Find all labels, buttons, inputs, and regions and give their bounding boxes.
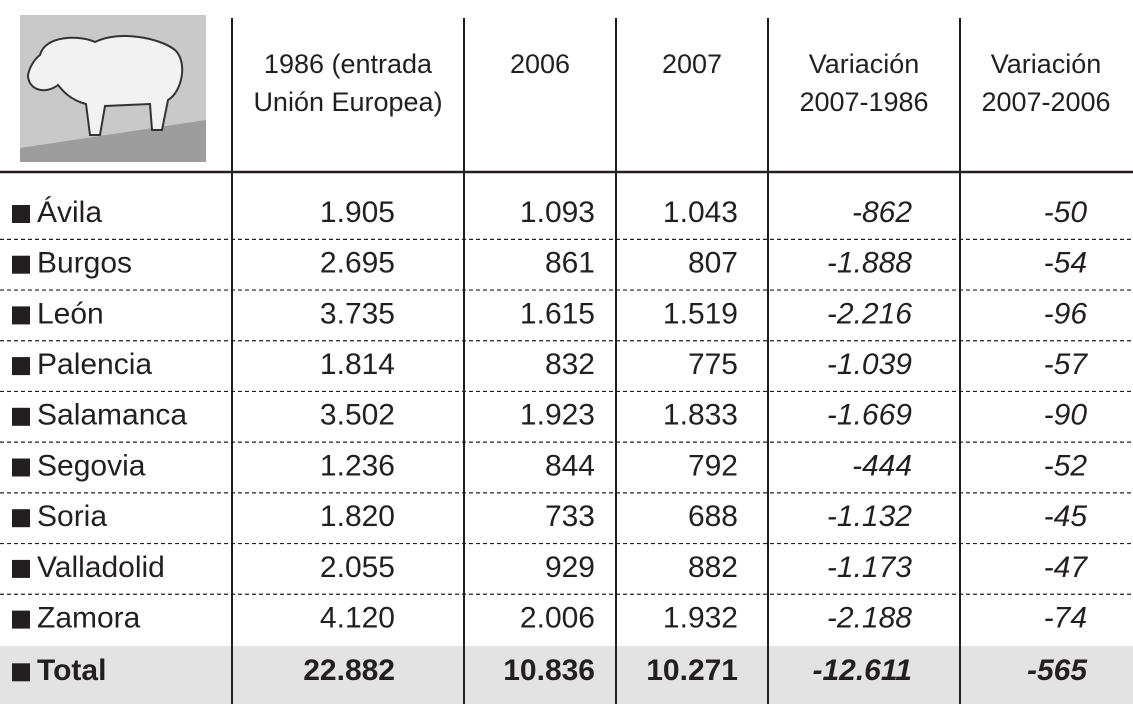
- cell: 10.836: [503, 654, 595, 687]
- cell: -90: [1044, 399, 1088, 432]
- row-label: Ávila: [37, 196, 102, 229]
- cell: 882: [688, 551, 738, 584]
- cell: -96: [1044, 297, 1088, 330]
- bullet: [12, 357, 30, 375]
- cell: 10.271: [646, 654, 738, 687]
- cell: 1.905: [320, 196, 395, 229]
- row-label: Soria: [37, 500, 107, 533]
- cell: 1.833: [663, 399, 738, 432]
- cell: -50: [1044, 196, 1088, 229]
- column-header: Variación: [809, 49, 920, 79]
- row-label: Salamanca: [37, 399, 187, 432]
- row-label: Valladolid: [37, 551, 165, 584]
- row-label: Burgos: [37, 247, 132, 280]
- row-label: Zamora: [37, 602, 141, 635]
- column-header: 1986 (entrada: [264, 49, 433, 79]
- cell: -54: [1044, 247, 1087, 280]
- cell: -74: [1044, 602, 1087, 635]
- cell: 1.923: [520, 399, 595, 432]
- row-label: León: [37, 297, 104, 330]
- cell: -57: [1044, 348, 1089, 381]
- cell: 832: [545, 348, 595, 381]
- cell: 1.932: [663, 602, 738, 635]
- cell: -862: [852, 196, 912, 229]
- cell: 1.820: [320, 500, 395, 533]
- cell: 4.120: [320, 602, 395, 635]
- cell: 1.093: [520, 196, 595, 229]
- bullet: [12, 256, 30, 274]
- cell: -45: [1044, 500, 1088, 533]
- cell: -444: [852, 449, 912, 482]
- cell: 775: [688, 348, 738, 381]
- cell: -2.216: [827, 297, 912, 330]
- cell: 2.695: [320, 247, 395, 280]
- cell: 1.615: [520, 297, 595, 330]
- cell: 2.006: [520, 602, 595, 635]
- cell: 1.043: [663, 196, 738, 229]
- row-label: Segovia: [37, 449, 146, 482]
- row-label: Palencia: [37, 348, 152, 381]
- cell: -2.188: [827, 602, 912, 635]
- cell: -1.132: [827, 500, 912, 533]
- cell: 1.519: [663, 297, 738, 330]
- cell: -1.039: [827, 348, 912, 381]
- table: 1986 (entrada Unión Europea) 2006 2007 Varia…: [0, 0, 1133, 704]
- bullet: [12, 611, 30, 629]
- column-header: 2007-1986: [799, 87, 928, 117]
- cell: 3.502: [320, 399, 395, 432]
- cell: 844: [545, 449, 595, 482]
- cell: 861: [545, 247, 595, 280]
- cell: 688: [688, 500, 738, 533]
- sheep-image: [20, 15, 206, 162]
- cell: 22.882: [303, 654, 395, 687]
- column-header: 2007-2006: [981, 87, 1110, 117]
- cell: -1.888: [827, 247, 912, 280]
- column-header: 2007: [662, 49, 722, 79]
- column-header: 2006: [510, 49, 570, 79]
- bullet: [12, 205, 30, 223]
- bullet: [12, 306, 30, 324]
- bullet: [12, 663, 30, 681]
- cell: 3.735: [320, 297, 395, 330]
- cell: -47: [1044, 551, 1089, 584]
- cell: -52: [1044, 449, 1088, 482]
- row-label: Total: [37, 654, 106, 687]
- column-header: Unión Europea): [253, 87, 442, 117]
- cell: -565: [1027, 654, 1088, 687]
- cell: -1.173: [827, 551, 912, 584]
- bullet: [12, 408, 30, 426]
- cell: 1.236: [320, 449, 395, 482]
- cell: 807: [688, 247, 738, 280]
- bullet: [12, 560, 30, 578]
- cell: 2.055: [320, 551, 395, 584]
- cell: -12.611: [812, 654, 912, 687]
- cell: -1.669: [827, 399, 912, 432]
- bullet: [12, 509, 30, 527]
- cell: 929: [545, 551, 595, 584]
- column-header: Variación: [991, 49, 1102, 79]
- cell: 1.814: [320, 348, 395, 381]
- cell: 792: [688, 449, 738, 482]
- bullet: [12, 459, 30, 477]
- cell: 733: [545, 500, 595, 533]
